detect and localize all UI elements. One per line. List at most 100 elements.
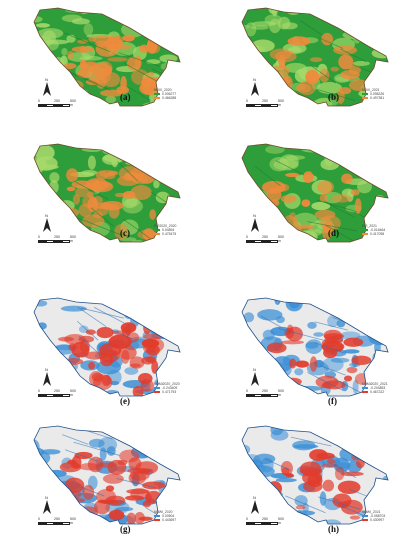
map-panel: N 0 250 500 m EVI2020_2020 0.04894 0.475475 (c) [10, 138, 186, 256]
road-line [73, 180, 109, 200]
legend-item: 0.00504 [154, 514, 186, 518]
raster-patch [132, 173, 149, 185]
scale-tick-label: 0 [38, 235, 40, 239]
study-area-boundary [33, 297, 181, 397]
raster-patch [111, 155, 119, 168]
raster-patch [71, 46, 94, 53]
raster-patch [267, 502, 283, 512]
raster-patch [317, 180, 334, 194]
road-line [339, 48, 367, 63]
raster-patch [305, 341, 319, 349]
north-arrow-icon [250, 500, 260, 516]
raster-patch [338, 54, 354, 70]
raster-patch [311, 201, 331, 211]
raster-patch [51, 72, 75, 88]
road-line [93, 307, 125, 324]
raster-patch [163, 206, 177, 220]
raster-patch [119, 449, 140, 463]
raster-patch [114, 192, 126, 198]
raster-patch [243, 201, 268, 214]
raster-patch [71, 341, 90, 358]
road-line [318, 496, 361, 510]
road-line [63, 32, 111, 53]
road-line [333, 463, 357, 479]
raster-patch [98, 437, 118, 453]
raster-patch [145, 144, 166, 148]
raster-patch [242, 426, 245, 436]
raster-patch [96, 489, 117, 505]
scale-tick-label: 500 m [70, 389, 76, 397]
scale-tick-label: 0 [38, 517, 40, 521]
legend: NDMI2020_2020 -0.243409 0.471793 [154, 382, 186, 402]
raster-patch [262, 329, 275, 341]
raster-patch [343, 337, 364, 347]
study-area-boundary [33, 425, 181, 525]
raster-patch [160, 62, 180, 71]
raster-patch [334, 466, 345, 481]
raster-patch [320, 299, 338, 309]
raster-patch [126, 332, 140, 343]
raster-patch [149, 152, 160, 158]
road-line [319, 37, 344, 49]
raster-patch [280, 340, 305, 345]
map-panel: N 0 250 500 m EVI_2021 -0.016464 0.417098 (d) [218, 138, 394, 256]
raster-patch [100, 239, 111, 242]
panel-label: (g) [120, 524, 131, 534]
road-line [290, 436, 332, 447]
raster-patch [266, 342, 287, 354]
raster-patch [34, 210, 44, 216]
north-arrow-icon [250, 82, 260, 98]
raster-patch [34, 156, 58, 171]
road-line [123, 62, 161, 84]
legend-item: -0.204853 [362, 386, 394, 390]
north-arrow-icon [42, 372, 52, 388]
raster-patch [353, 60, 370, 66]
raster-patch [294, 368, 304, 376]
raster-patch [102, 72, 121, 88]
raster-patch [82, 484, 95, 500]
raster-patch [160, 161, 167, 167]
raster-patch [82, 388, 103, 393]
map-svg [241, 297, 389, 397]
raster-patch [88, 361, 96, 370]
legend-value: -0.243409 [162, 386, 178, 390]
road-line [307, 372, 344, 392]
raster-patch [266, 187, 282, 202]
raster-patch [89, 370, 103, 387]
study-area-boundary [241, 143, 389, 243]
raster-patch [303, 480, 323, 493]
raster-patch [98, 181, 112, 189]
map-panel: N 0 250 500 m NDMI2020_2020 -0.243409 0.471793… [10, 292, 186, 410]
raster-patch [143, 155, 158, 166]
raster-patch [381, 74, 388, 80]
scale-tick-label: 500 m [278, 235, 284, 243]
road-line [299, 20, 322, 35]
raster-patch [270, 426, 284, 436]
scale-bar: 0 250 500 m [246, 235, 286, 246]
raster-patch [98, 169, 115, 177]
raster-patch [327, 314, 339, 328]
raster-patch [60, 305, 87, 312]
raster-patch [146, 430, 162, 436]
raster-patch [275, 478, 297, 483]
raster-patch [330, 66, 340, 72]
raster-patch [100, 426, 113, 434]
legend-value: 0.497381 [370, 96, 385, 100]
raster-patch [34, 439, 40, 456]
raster-patch [337, 480, 361, 495]
road-line [341, 505, 364, 516]
scale-bar: 0 250 500 m [246, 517, 286, 528]
raster-patch [242, 338, 244, 346]
raster-patch [151, 360, 159, 374]
scale-tick-label: 250 [262, 99, 268, 103]
raster-patch [371, 158, 379, 169]
scale-tick-label: 500 m [278, 99, 284, 107]
legend-swatch [154, 518, 160, 522]
raster-patch [125, 160, 148, 166]
legend-value: 0.417098 [370, 232, 385, 236]
legend: EVI_2021 -0.016464 0.417098 [362, 224, 394, 244]
road-line [316, 89, 356, 101]
raster-patch [101, 374, 111, 387]
raster-patch [63, 358, 84, 366]
raster-patch [330, 357, 350, 363]
